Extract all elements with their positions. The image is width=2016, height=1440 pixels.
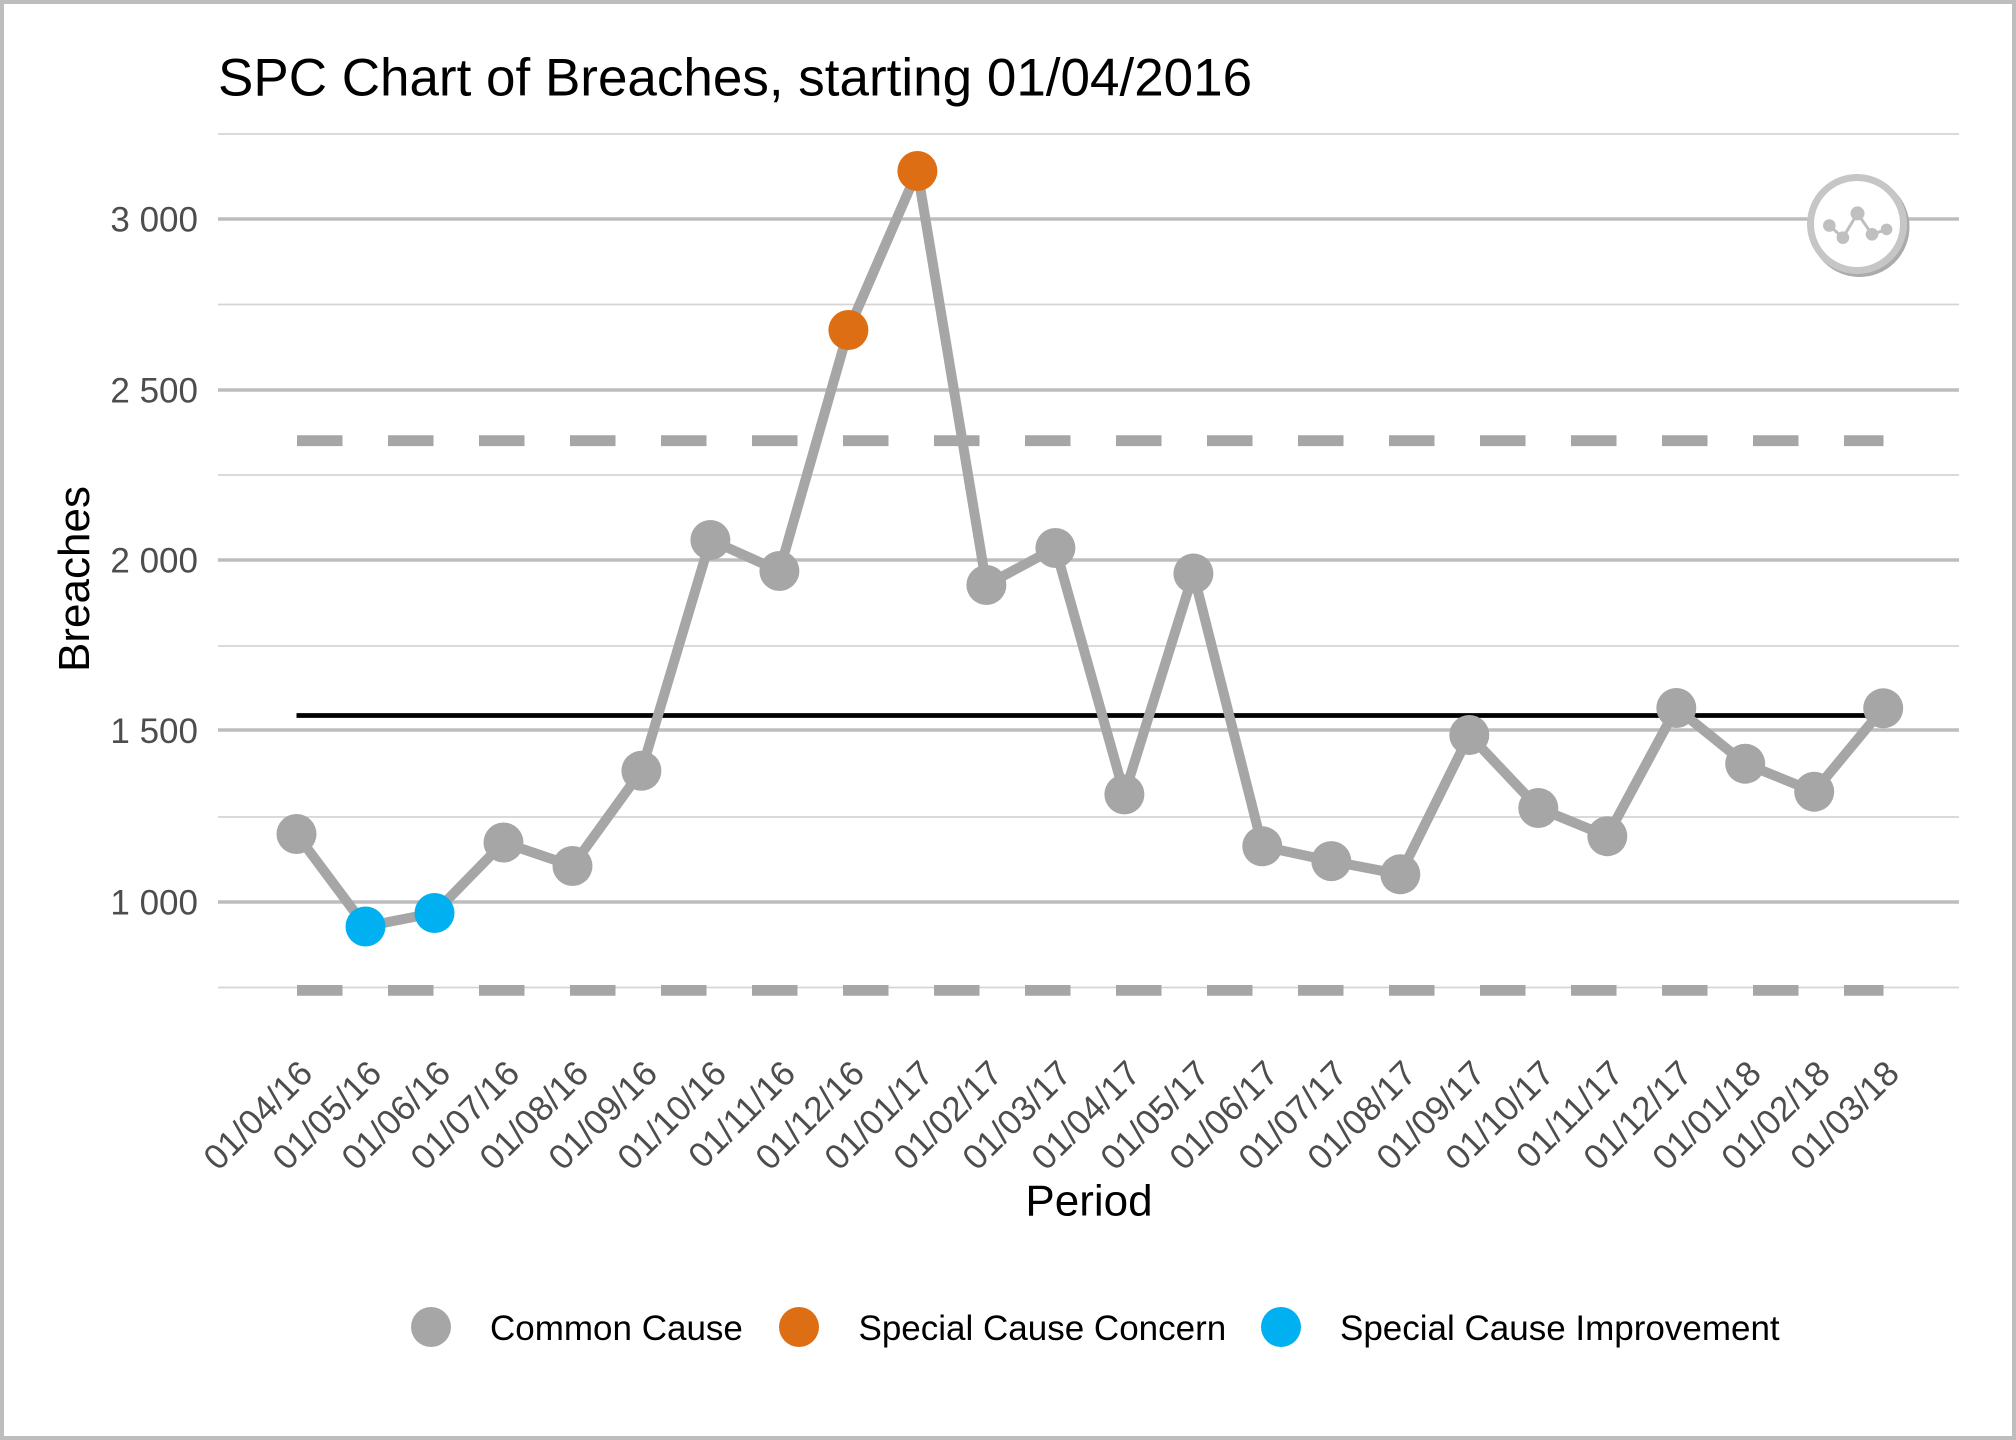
svg-text:Breaches: Breaches [50, 486, 99, 672]
svg-text:1 500: 1 500 [110, 712, 198, 751]
svg-text:Special Cause Concern: Special Cause Concern [859, 1309, 1227, 1348]
svg-text:2 000: 2 000 [110, 542, 198, 581]
svg-text:SPC Chart of Breaches, startin: SPC Chart of Breaches, starting 01/04/20… [218, 49, 1252, 108]
svg-text:2 500: 2 500 [110, 372, 198, 411]
svg-text:Period: Period [1025, 1177, 1152, 1226]
svg-text:Special Cause Improvement: Special Cause Improvement [1340, 1309, 1780, 1348]
svg-text:3 000: 3 000 [110, 201, 198, 240]
svg-text:Common Cause: Common Cause [490, 1309, 743, 1348]
svg-text:1 000: 1 000 [110, 884, 198, 923]
